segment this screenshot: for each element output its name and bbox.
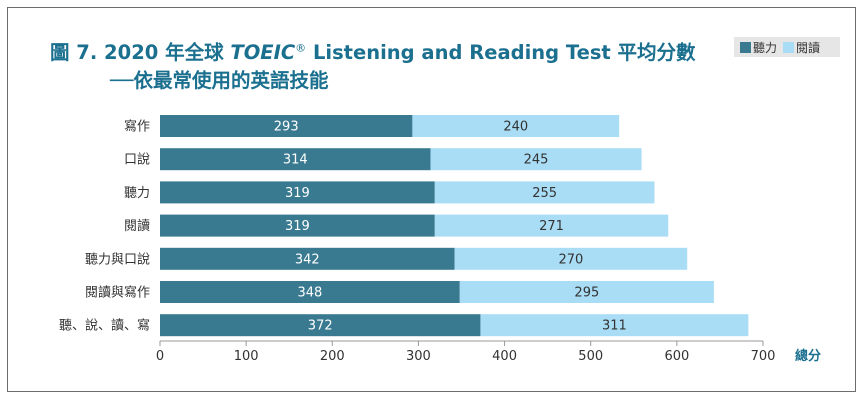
chart-title: 圖 7. 2020 年全球 TOEIC® Listening and Readi…: [50, 41, 696, 64]
data-label-reading: 271: [539, 219, 564, 234]
category-label: 聽力: [124, 186, 150, 201]
bar-listening: [160, 281, 460, 303]
legend-item-listening: 聽力: [740, 39, 777, 56]
x-tick-label: 200: [320, 349, 345, 364]
bar-reading: [459, 281, 714, 303]
x-tick-label: 600: [664, 349, 689, 364]
x-tick-label: 0: [156, 349, 164, 364]
category-label: 寫作: [124, 119, 150, 135]
data-label-reading: 311: [602, 319, 627, 334]
bar-listening: [160, 181, 435, 204]
x-tick-label: 500: [578, 349, 603, 364]
chart-subtitle: ──依最常使用的英語技能: [110, 69, 329, 92]
data-label-listening: 348: [297, 286, 322, 301]
bar-listening: [160, 148, 431, 171]
bar-reading: [430, 148, 642, 171]
bar-reading: [454, 247, 688, 270]
data-label-reading: 255: [532, 186, 557, 201]
x-tick-label: 300: [406, 349, 431, 364]
chart-frame: [7, 7, 856, 392]
data-label-reading: 270: [558, 252, 583, 267]
category-label: 閱讀: [124, 219, 150, 234]
bar-reading: [434, 181, 655, 204]
bar-listening: [160, 247, 455, 270]
data-label-listening: 342: [295, 252, 320, 267]
legend-swatch-listening: [740, 41, 751, 53]
data-label-reading: 240: [503, 120, 528, 135]
legend-swatch-reading: [783, 41, 795, 53]
registered-mark: ®: [295, 41, 307, 55]
category-label: 聽、說、讀、寫: [59, 318, 150, 334]
data-label-listening: 372: [308, 319, 333, 334]
data-label-listening: 319: [285, 219, 310, 234]
legend-item-reading: 閱讀: [783, 39, 820, 56]
bar-reading: [412, 115, 620, 137]
bar-reading: [480, 314, 749, 337]
data-label-listening: 293: [274, 120, 299, 135]
data-label-reading: 295: [574, 286, 599, 301]
bar-reading: [434, 214, 669, 237]
x-tick-label: 400: [492, 349, 517, 364]
toeic-brand: TOEIC: [230, 41, 296, 64]
bar-listening: [160, 314, 481, 337]
category-label: 口說: [124, 152, 150, 168]
data-label-listening: 319: [285, 186, 310, 201]
bar-listening: [160, 214, 435, 237]
category-label: 閱讀與寫作: [85, 285, 150, 301]
category-label: 聽力與口說: [85, 251, 150, 267]
x-tick-label: 700: [751, 349, 776, 364]
bar-listening: [160, 115, 413, 137]
x-tick-label: 100: [234, 349, 259, 364]
x-axis-label: 總分: [795, 348, 821, 364]
data-label-listening: 314: [283, 153, 308, 168]
legend-label-listening: 聽力: [753, 40, 778, 55]
data-label-reading: 245: [524, 153, 549, 168]
chart-legend: 聽力 閱讀: [734, 37, 840, 57]
legend-label-reading: 閱讀: [796, 40, 821, 55]
